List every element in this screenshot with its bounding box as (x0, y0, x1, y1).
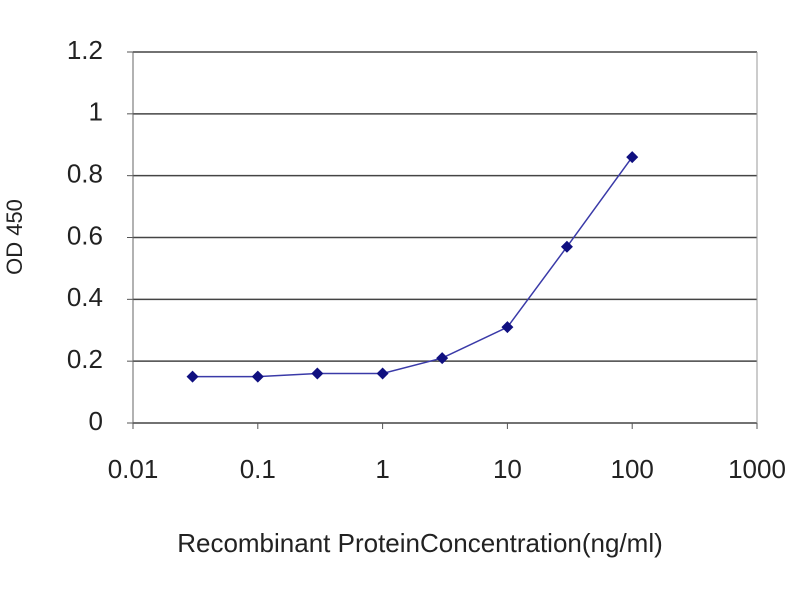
x-tick-label: 1000 (728, 454, 786, 484)
data-point (626, 151, 639, 164)
y-tick-label: 1 (89, 97, 103, 127)
x-axis-label: Recombinant ProteinConcentration(ng/ml) (177, 528, 663, 558)
x-tick-label: 10 (493, 454, 522, 484)
x-tick-label: 0.01 (108, 454, 159, 484)
y-axis-label: OD 450 (2, 199, 27, 275)
data-line (192, 156, 633, 378)
y-tick-label: 0.4 (67, 282, 103, 312)
y-tick-label: 0.2 (67, 344, 103, 374)
y-tick-label: 0.8 (67, 159, 103, 189)
y-tick-label: 0.6 (67, 220, 103, 250)
y-tick-label: 1.2 (67, 35, 103, 65)
x-tick-label: 0.1 (240, 454, 276, 484)
x-tick-label: 1 (375, 454, 389, 484)
data-point (311, 367, 324, 380)
data-point (376, 367, 389, 380)
data-point (186, 370, 199, 383)
data-point (251, 370, 264, 383)
data-point (436, 352, 449, 365)
x-tick-label: 100 (611, 454, 654, 484)
y-tick-label: 0 (89, 406, 103, 436)
data-point (560, 240, 573, 253)
data-point (501, 321, 514, 334)
